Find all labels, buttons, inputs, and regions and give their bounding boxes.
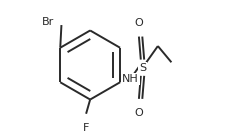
Text: O: O — [135, 18, 143, 28]
Text: F: F — [83, 123, 89, 133]
Text: O: O — [135, 108, 143, 118]
Text: S: S — [139, 63, 146, 73]
Text: Br: Br — [42, 17, 54, 27]
Text: NH: NH — [122, 74, 139, 84]
